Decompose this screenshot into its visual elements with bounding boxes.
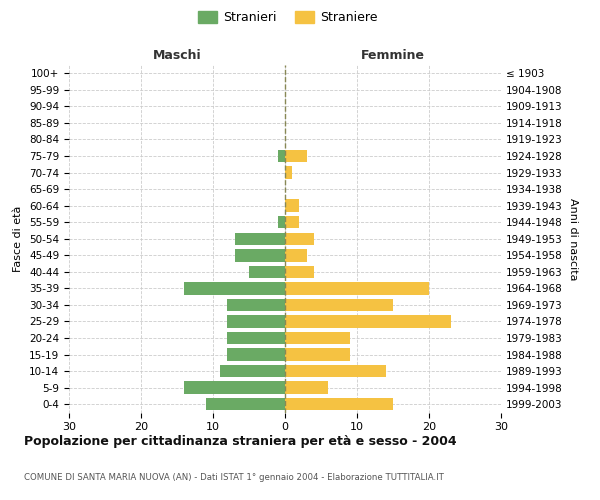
Text: Maschi: Maschi (152, 48, 202, 62)
Text: Femmine: Femmine (361, 48, 425, 62)
Bar (235, 249, 285, 262)
Bar (184, 382, 285, 394)
Bar (285, 398, 393, 410)
Bar (184, 282, 285, 294)
Bar (285, 266, 314, 278)
Bar (227, 332, 285, 344)
Bar (285, 249, 307, 262)
Bar (227, 348, 285, 361)
Bar (220, 365, 285, 378)
Bar (227, 316, 285, 328)
Legend: Stranieri, Straniere: Stranieri, Straniere (193, 6, 383, 29)
Bar (285, 382, 328, 394)
Bar (285, 316, 451, 328)
Text: Popolazione per cittadinanza straniera per età e sesso - 2004: Popolazione per cittadinanza straniera p… (24, 435, 457, 448)
Bar (285, 298, 393, 311)
Bar (285, 365, 386, 378)
Text: COMUNE DI SANTA MARIA NUOVA (AN) - Dati ISTAT 1° gennaio 2004 - Elaborazione TUT: COMUNE DI SANTA MARIA NUOVA (AN) - Dati … (24, 472, 444, 482)
Bar (206, 398, 285, 410)
Bar (278, 150, 285, 162)
Bar (285, 166, 292, 179)
Bar (285, 282, 429, 294)
Bar (285, 348, 350, 361)
Bar (249, 266, 285, 278)
Y-axis label: Anni di nascita: Anni di nascita (568, 198, 578, 280)
Bar (285, 232, 314, 245)
Bar (278, 216, 285, 228)
Y-axis label: Fasce di età: Fasce di età (13, 206, 23, 272)
Bar (227, 298, 285, 311)
Bar (285, 216, 299, 228)
Bar (285, 200, 299, 212)
Bar (235, 232, 285, 245)
Bar (285, 332, 350, 344)
Bar (285, 150, 307, 162)
